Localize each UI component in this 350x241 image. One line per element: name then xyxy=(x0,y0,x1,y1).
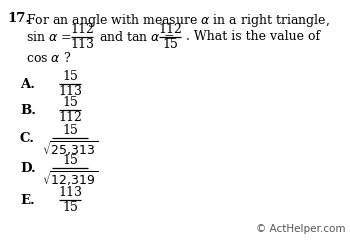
Text: 17.: 17. xyxy=(7,12,30,25)
Text: For an angle with measure $\alpha$ in a right triangle,: For an angle with measure $\alpha$ in a … xyxy=(26,12,330,29)
Text: cos $\alpha$ ?: cos $\alpha$ ? xyxy=(26,51,71,65)
Text: E.: E. xyxy=(20,194,35,207)
Text: 15: 15 xyxy=(62,96,78,109)
Text: 113: 113 xyxy=(58,85,82,98)
Text: 15: 15 xyxy=(62,201,78,214)
Text: $\sqrt{25{,}313}$: $\sqrt{25{,}313}$ xyxy=(42,139,98,158)
Text: A.: A. xyxy=(20,78,35,91)
Text: 15: 15 xyxy=(62,154,78,167)
Text: and tan $\alpha$ =: and tan $\alpha$ = xyxy=(99,30,174,44)
Text: 15: 15 xyxy=(162,38,178,51)
Text: D.: D. xyxy=(20,161,36,174)
Text: $\sqrt{12{,}319}$: $\sqrt{12{,}319}$ xyxy=(42,169,98,188)
Text: 15: 15 xyxy=(62,124,78,137)
Text: 113: 113 xyxy=(58,186,82,199)
Text: 15: 15 xyxy=(62,70,78,83)
Text: 112: 112 xyxy=(70,23,94,36)
Text: . What is the value of: . What is the value of xyxy=(186,31,320,43)
Text: 112: 112 xyxy=(58,111,82,124)
Text: 112: 112 xyxy=(158,23,182,36)
Text: © ActHelper.com: © ActHelper.com xyxy=(256,224,345,234)
Text: C.: C. xyxy=(20,132,35,145)
Text: 113: 113 xyxy=(70,38,94,51)
Text: B.: B. xyxy=(20,103,36,116)
Text: sin $\alpha$ =: sin $\alpha$ = xyxy=(26,30,72,44)
